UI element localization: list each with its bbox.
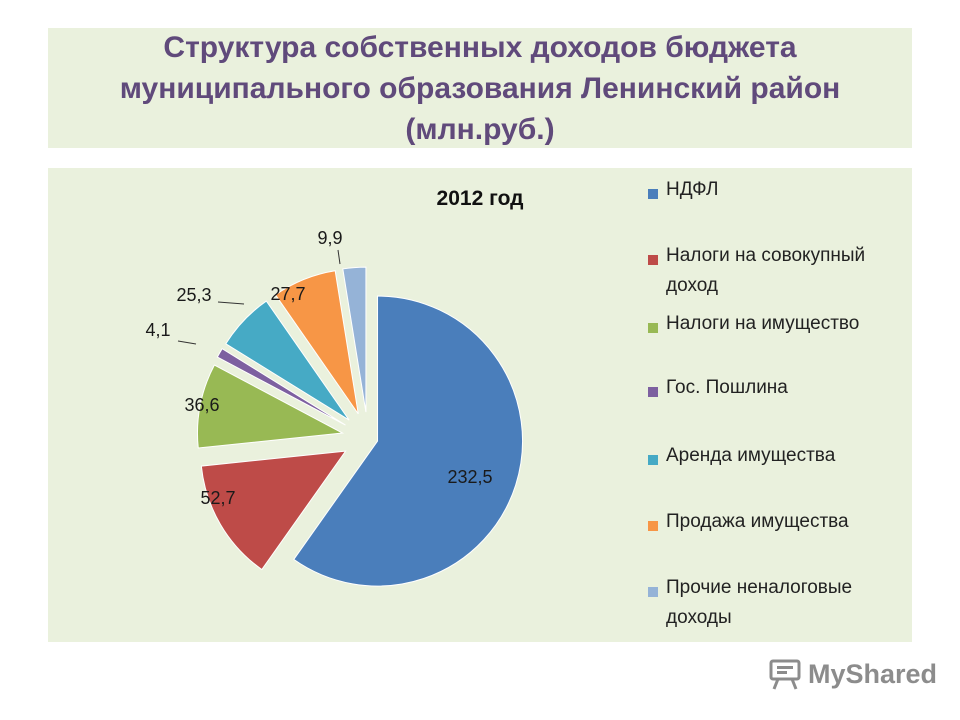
pie-slice (197, 364, 345, 449)
legend-label: Гос. Пошлина (666, 377, 788, 398)
pie-slice (274, 270, 359, 415)
legend-label: Налоги на совокупный доход (666, 245, 866, 296)
legend-label: НДФЛ (666, 179, 719, 200)
legend-item: Продажа имущества (648, 511, 896, 537)
watermark-text: MyShared (808, 658, 938, 689)
data-label: 232,5 (447, 467, 492, 487)
legend-label: Продажа имущества (666, 511, 849, 532)
pie-slice (342, 266, 367, 413)
pie-slice (293, 295, 524, 587)
slide-title-box: Структура собственных доходов бюджета му… (48, 28, 912, 148)
data-label: 9,9 (317, 228, 342, 248)
pie-chart: 2012 год 232,5 52,7 36,6 4,1 25,3 27,7 9,9 (145, 187, 524, 587)
chart-legend: НДФЛ Налоги на совокупный доход Налоги на … (648, 168, 908, 642)
legend-label: Налоги на имущество (666, 313, 860, 334)
legend-swatch (648, 455, 658, 465)
pie-slice (200, 450, 347, 571)
chart-title: 2012 год (437, 187, 524, 210)
legend-item: Налоги на имущество (648, 313, 896, 339)
legend-label: Аренда имущества (666, 445, 836, 466)
legend-swatch (648, 587, 658, 597)
data-label: 36,6 (184, 395, 219, 415)
data-label: 52,7 (200, 488, 235, 508)
leader-line (337, 249, 341, 265)
legend-item: Аренда имущества (648, 445, 896, 471)
legend-label: Прочие неналоговые доходы (666, 577, 853, 628)
pie-slice (225, 300, 350, 421)
legend-item: Налоги на совокупный доход (648, 245, 896, 301)
legend-swatch (648, 189, 658, 199)
legend-item: Прочие неналоговые доходы (648, 577, 896, 633)
data-label: 4,1 (145, 320, 170, 340)
data-label: 25,3 (176, 285, 211, 305)
legend-swatch (648, 323, 658, 333)
legend-item: НДФЛ (648, 179, 896, 205)
legend-item: Гос. Пошлина (648, 377, 896, 403)
leader-line (217, 301, 245, 305)
chart-area: 2012 год 232,5 52,7 36,6 4,1 25,3 27,7 9,9 НДФЛ… (48, 168, 912, 642)
watermark: MyShared (768, 656, 937, 692)
pie-slice (216, 348, 346, 426)
legend-swatch (648, 255, 658, 265)
slide-title: Структура собственных доходов бюджета му… (119, 30, 841, 146)
leader-line (177, 340, 197, 345)
data-label: 27,7 (270, 284, 305, 304)
legend-swatch (648, 521, 658, 531)
presentation-board-icon (769, 659, 801, 690)
legend-swatch (648, 387, 658, 397)
